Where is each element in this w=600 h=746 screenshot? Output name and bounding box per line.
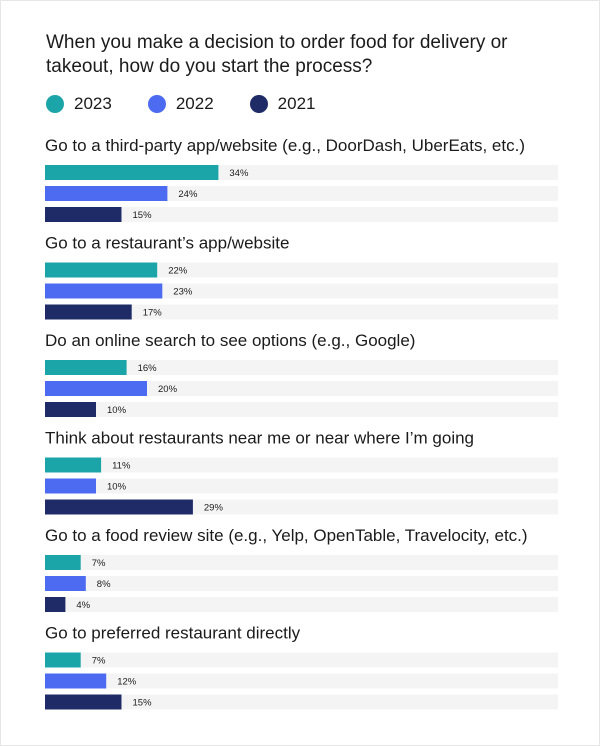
- bar-2021: [45, 402, 96, 417]
- legend-label: 2021: [277, 94, 316, 113]
- bar-track: [45, 597, 558, 612]
- bar-track: [45, 555, 558, 570]
- value-label: 24%: [178, 189, 198, 200]
- bar-track: [45, 207, 558, 222]
- category-label: Think about restaurants near me or near …: [45, 429, 474, 448]
- value-label: 22%: [168, 266, 188, 277]
- category-label: Go to a restaurant’s app/website: [45, 234, 289, 253]
- legend-item-2022: 2022: [147, 94, 214, 114]
- category-label: Do an online search to see options (e.g.…: [45, 331, 415, 350]
- value-label: 7%: [92, 558, 106, 569]
- value-label: 10%: [107, 482, 127, 493]
- value-label: 4%: [76, 600, 90, 611]
- bar-2022: [45, 673, 107, 689]
- bar-2023: [45, 262, 158, 278]
- bar-track: [45, 262, 558, 278]
- bar-track: [45, 360, 558, 375]
- value-label: 34%: [229, 168, 249, 179]
- bar-track: [45, 283, 558, 299]
- value-label: 17%: [143, 308, 163, 319]
- bar-2022: [45, 478, 96, 494]
- category-group: Do an online search to see options (e.g.…: [45, 331, 558, 417]
- category-group: Go to preferred restaurant directly 7% 12%…: [45, 624, 558, 710]
- legend-swatch: [147, 95, 166, 113]
- category-label: Go to a food review site (e.g., Yelp, Op…: [45, 526, 528, 545]
- category-group: Go to a restaurant’s app/website 22% 23% 17…: [45, 234, 558, 320]
- bar-2021: [45, 207, 122, 222]
- bar-2021: [45, 597, 66, 612]
- bar-track: [45, 694, 558, 710]
- bar-2021: [45, 304, 132, 320]
- bar-track: [45, 478, 558, 494]
- bar-track: [45, 186, 558, 201]
- bar-2023: [45, 652, 81, 668]
- chart-title: When you make a decision to order food f…: [46, 32, 508, 77]
- bar-2023: [45, 360, 127, 375]
- legend-swatch: [249, 95, 268, 113]
- bar-2022: [45, 186, 168, 201]
- legend-item-2021: 2021: [249, 94, 316, 114]
- value-label: 16%: [138, 363, 158, 374]
- legend: 2023 2022 2021: [46, 93, 351, 115]
- value-label: 29%: [204, 503, 224, 514]
- bar-track: [45, 381, 558, 396]
- legend-label: 2022: [175, 94, 214, 113]
- bar-track: [45, 402, 558, 417]
- category-label: Go to preferred restaurant directly: [45, 624, 301, 643]
- value-label: 10%: [107, 405, 127, 416]
- bar-2022: [45, 576, 86, 591]
- bar-track: [45, 673, 558, 689]
- bar-2022: [45, 381, 147, 396]
- category-group: Think about restaurants near me or near …: [45, 429, 558, 515]
- value-label: 11%: [112, 461, 131, 472]
- legend-label: 2023: [74, 94, 112, 113]
- value-label: 15%: [133, 210, 153, 221]
- value-label: 7%: [92, 656, 106, 667]
- bar-2022: [45, 283, 163, 299]
- value-label: 23%: [173, 287, 193, 298]
- value-label: 20%: [158, 384, 178, 395]
- category-group: Go to a food review site (e.g., Yelp, Op…: [45, 526, 558, 612]
- bar-track: [45, 576, 558, 591]
- bar-2021: [45, 499, 193, 515]
- bar-2021: [45, 694, 122, 710]
- category-label: Go to a third-party app/website (e.g., D…: [45, 136, 525, 155]
- legend-item-2023: 2023: [46, 94, 112, 114]
- value-label: 15%: [133, 698, 153, 709]
- bar-2023: [45, 555, 81, 570]
- bar-track: [45, 457, 558, 473]
- value-label: 8%: [97, 579, 111, 590]
- bar-track: [45, 652, 558, 668]
- legend-swatch: [46, 95, 64, 113]
- category-group: Go to a third-party app/website (e.g., D…: [45, 136, 558, 222]
- value-label: 12%: [117, 677, 137, 688]
- bar-track: [45, 304, 558, 320]
- bar-2023: [45, 165, 219, 180]
- bar-2023: [45, 457, 102, 473]
